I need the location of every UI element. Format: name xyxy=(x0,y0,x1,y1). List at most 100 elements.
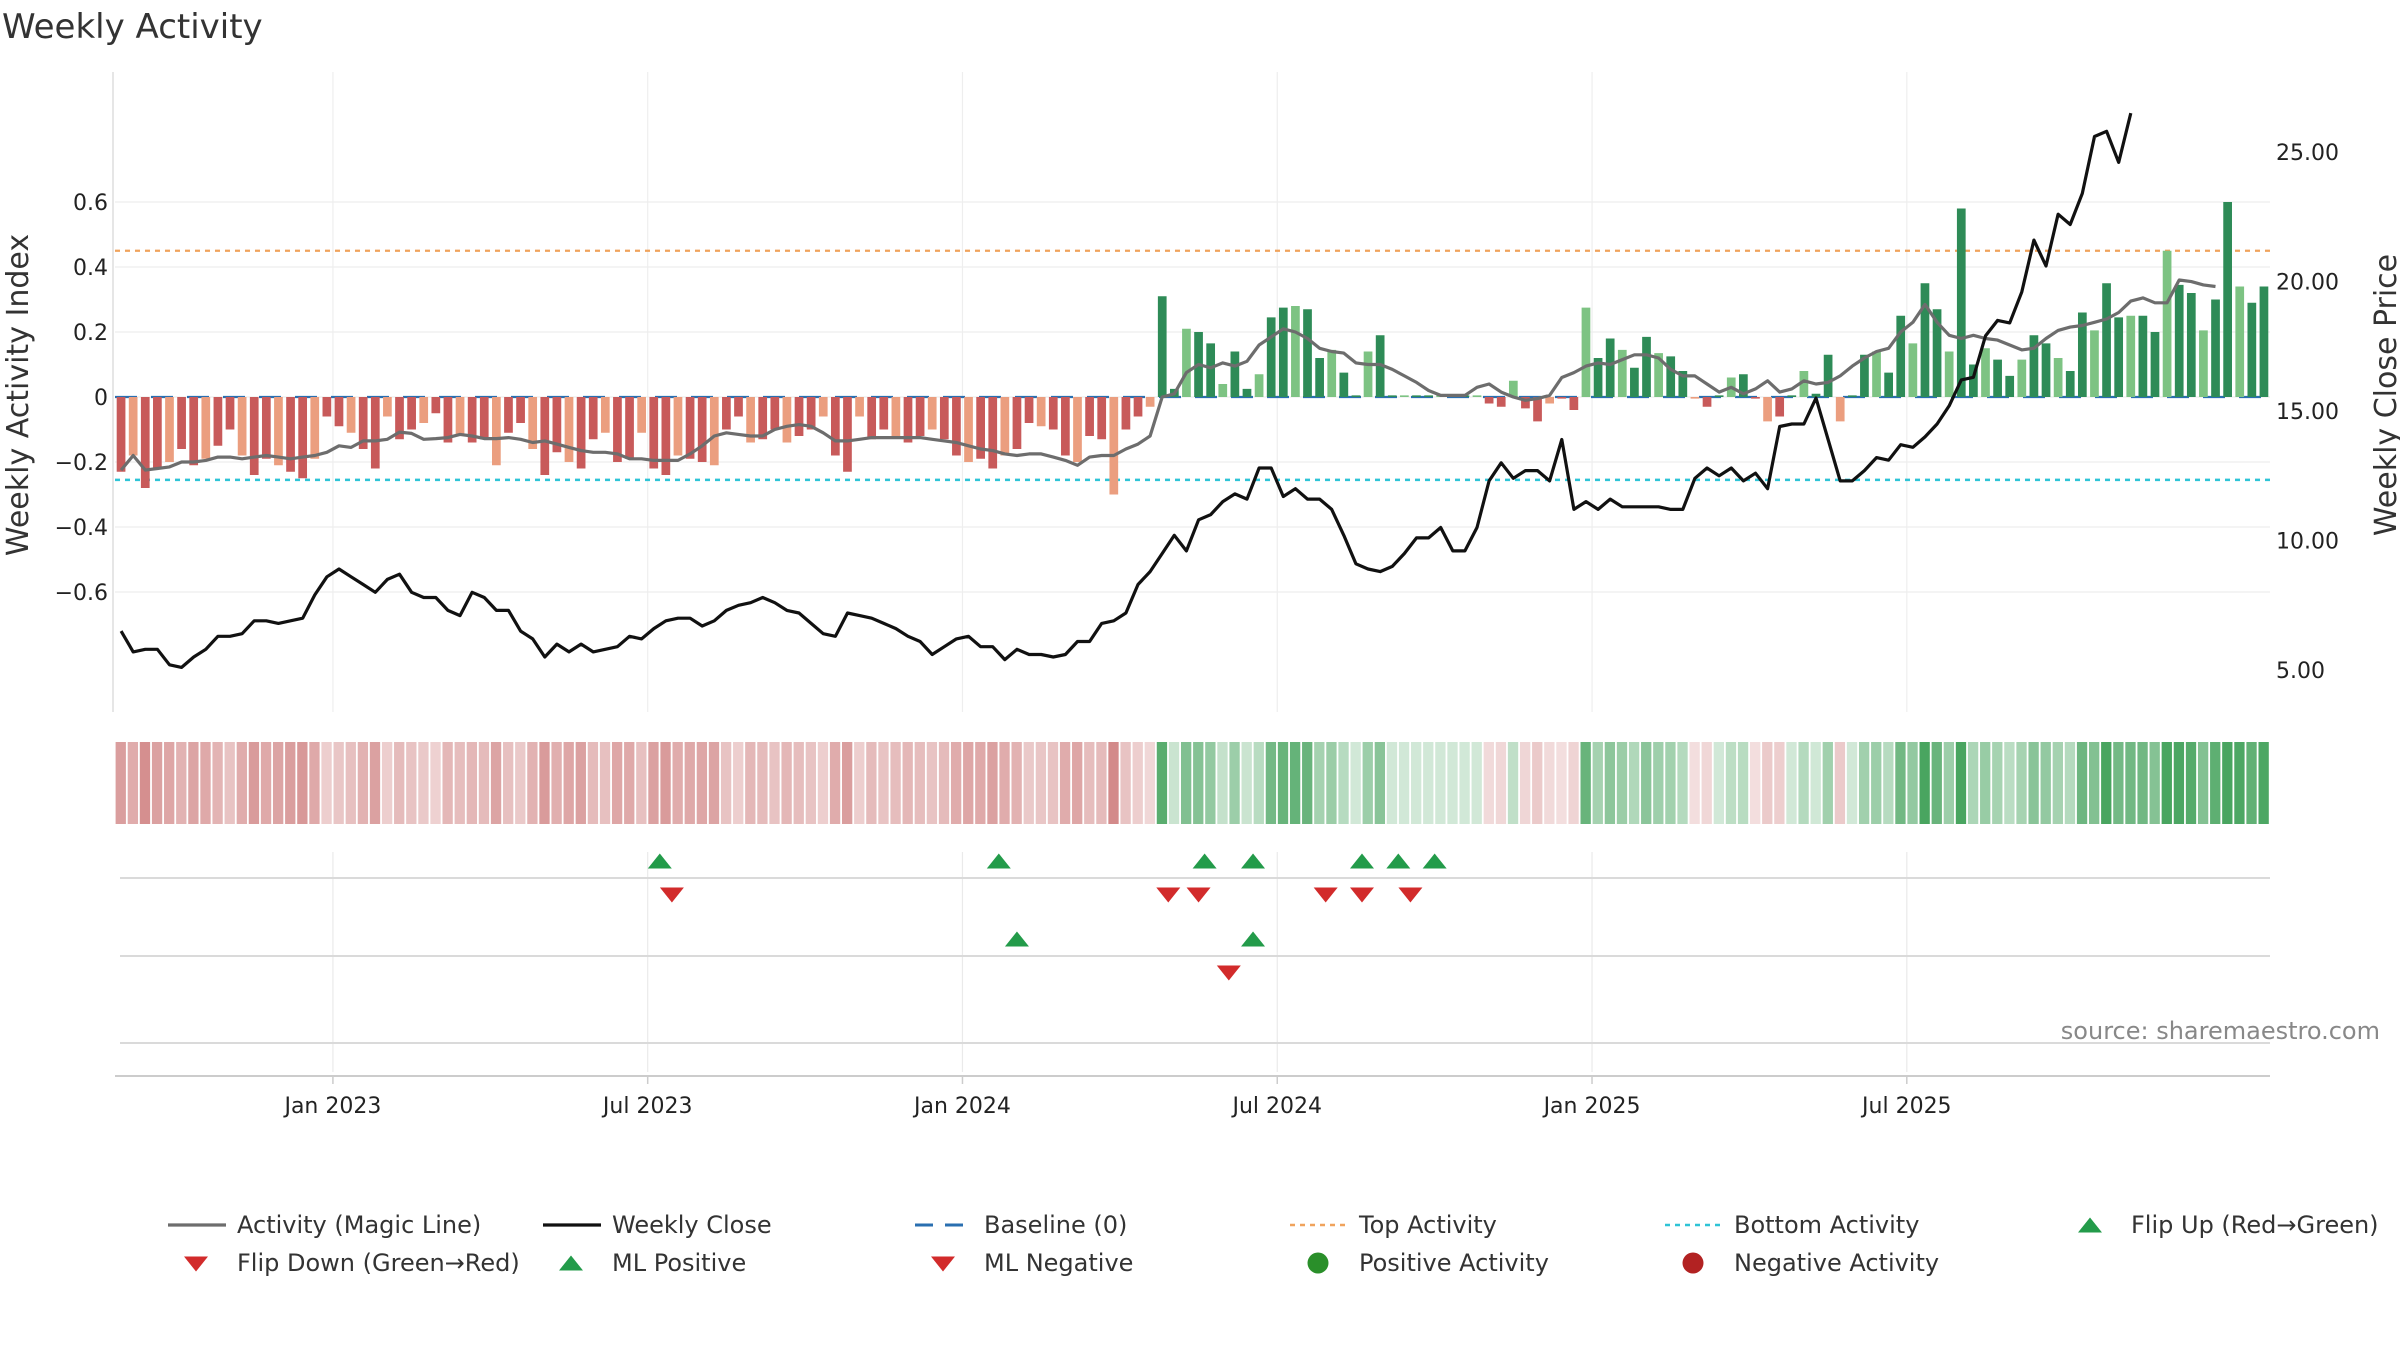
heat-cell xyxy=(708,742,720,824)
activity-bar xyxy=(1024,397,1034,423)
heat-cell xyxy=(1023,742,1034,824)
y-tick-right: 10.00 xyxy=(2276,530,2339,555)
heat-cell xyxy=(406,742,417,824)
heat-cell xyxy=(2246,742,2257,824)
heat-cell xyxy=(478,742,490,824)
x-tick-label: Jul 2023 xyxy=(601,1094,693,1119)
heat-cell xyxy=(2052,742,2063,824)
heat-cell xyxy=(1762,742,1773,824)
activity-bar xyxy=(1000,397,1010,456)
activity-bar xyxy=(1775,397,1785,417)
heat-cell xyxy=(1689,742,1700,824)
heat-cell xyxy=(2197,742,2209,824)
heat-cell xyxy=(212,742,223,824)
activity-bar xyxy=(1278,307,1288,397)
heat-cell xyxy=(2040,742,2051,824)
heat-cell xyxy=(1653,742,1664,824)
y-tick-right: 20.00 xyxy=(2276,271,2339,296)
activity-bar xyxy=(1956,208,1966,397)
heat-cell xyxy=(1471,742,1482,824)
heat-cell xyxy=(1156,742,1168,824)
x-tick-label: Jan 2024 xyxy=(912,1094,1011,1119)
heat-cell xyxy=(1883,742,1894,824)
heat-cell xyxy=(1047,742,1059,824)
heat-cell xyxy=(902,742,913,824)
heat-cell xyxy=(1641,742,1652,824)
heat-cell xyxy=(757,742,768,824)
activity-bar xyxy=(1145,397,1155,407)
activity-bar xyxy=(2150,332,2160,397)
heat-cell xyxy=(1277,742,1289,824)
activity-bar xyxy=(516,397,525,423)
heat-cell xyxy=(1665,742,1676,824)
heat-cell xyxy=(200,742,211,824)
activity-bar xyxy=(504,397,513,433)
x-tick-label: Jul 2024 xyxy=(1230,1094,1322,1119)
heat-cell xyxy=(1907,742,1918,824)
legend-label: Weekly Close xyxy=(612,1211,772,1239)
heat-cell xyxy=(842,742,853,824)
heat-cell xyxy=(817,742,829,824)
heat-cell xyxy=(1931,742,1942,824)
heat-cell xyxy=(333,742,344,824)
heat-cell xyxy=(1919,742,1930,824)
heat-cell xyxy=(1846,742,1858,824)
heat-cell xyxy=(1858,742,1870,824)
activity-bar xyxy=(1835,397,1845,422)
activity-bar xyxy=(1654,353,1663,397)
activity-bar xyxy=(1823,354,1833,397)
heat-cell xyxy=(1701,742,1712,824)
heat-cell xyxy=(151,742,163,824)
activity-bar xyxy=(1908,343,1918,397)
activity-bar xyxy=(2114,317,2124,397)
activity-bar xyxy=(1327,349,1337,397)
activity-bar xyxy=(2053,358,2063,397)
heat-cell xyxy=(1992,742,2003,824)
activity-bar xyxy=(2065,371,2075,397)
heat-cell xyxy=(224,742,235,824)
activity-bar xyxy=(1702,397,1712,407)
heat-cell xyxy=(1592,742,1603,824)
activity-bar xyxy=(443,397,453,443)
heat-cell xyxy=(1967,742,1979,824)
heat-cell xyxy=(1810,742,1821,824)
activity-bar xyxy=(1642,336,1651,397)
activity-bar xyxy=(1581,307,1591,397)
ml-negative-marker xyxy=(1216,965,1241,981)
activity-bar xyxy=(2138,315,2148,397)
activity-bar xyxy=(383,397,392,417)
legend-label: Bottom Activity xyxy=(1734,1211,1919,1239)
heat-cell xyxy=(1120,742,1131,824)
activity-bar xyxy=(673,397,683,456)
activity-bar xyxy=(1400,395,1409,397)
activity-bar xyxy=(1218,384,1228,397)
heat-cell xyxy=(1750,742,1761,824)
heat-cell xyxy=(2004,742,2015,824)
y-tick-left: 0 xyxy=(94,386,108,411)
activity-bar xyxy=(1315,358,1324,397)
activity-bar xyxy=(1036,397,1046,427)
activity-bar xyxy=(334,397,344,427)
flip-down-marker xyxy=(1313,887,1338,903)
heat-cell xyxy=(236,742,247,824)
activity-bar xyxy=(1182,328,1191,397)
activity-bar xyxy=(552,397,562,453)
x-tick-label: Jan 2025 xyxy=(1542,1094,1641,1119)
activity-bar xyxy=(637,397,647,433)
heat-cell xyxy=(2258,742,2269,824)
activity-bar xyxy=(237,397,247,456)
heat-cell xyxy=(115,742,126,824)
y-tick-left: −0.2 xyxy=(55,451,108,476)
activity-bar xyxy=(201,397,211,459)
x-axis-ticks: Jan 2023 Jul 2023 Jan 2024 Jul 2024 Jan 2025… xyxy=(282,1076,1952,1119)
y-tick-left: 0.4 xyxy=(73,256,108,281)
activity-bar xyxy=(1617,349,1627,397)
heat-cell xyxy=(1180,742,1192,824)
flip-down-marker xyxy=(1186,887,1211,903)
legend-swatch-triangle-down xyxy=(931,1256,955,1272)
activity-bar xyxy=(576,397,586,469)
heat-cell xyxy=(987,742,998,824)
heat-cell xyxy=(938,742,950,824)
activity-bar xyxy=(286,397,295,472)
